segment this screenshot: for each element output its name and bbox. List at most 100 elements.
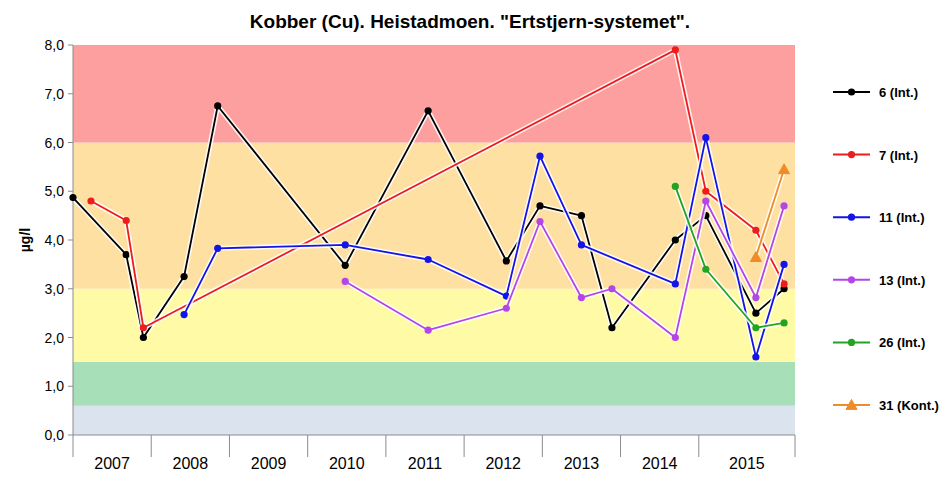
band xyxy=(73,289,795,362)
x-tick-label: 2014 xyxy=(642,455,678,472)
point xyxy=(752,324,759,331)
point xyxy=(672,280,679,287)
y-tick-label: 6,0 xyxy=(45,135,65,151)
point xyxy=(672,334,679,341)
legend-label: 26 (Int.) xyxy=(879,335,925,350)
band xyxy=(73,362,795,406)
y-tick-label: 1,0 xyxy=(45,378,65,394)
point xyxy=(123,217,130,224)
y-tick-label: 3,0 xyxy=(45,281,65,297)
series-line xyxy=(756,169,784,257)
point xyxy=(214,102,221,109)
point xyxy=(123,251,130,258)
point xyxy=(702,188,709,195)
legend-marker xyxy=(848,88,855,95)
y-tick xyxy=(68,337,73,338)
x-axis xyxy=(73,435,795,436)
point xyxy=(140,324,147,331)
legend-marker xyxy=(848,151,855,158)
legend-label: 13 (Int.) xyxy=(879,273,925,288)
point xyxy=(503,257,510,264)
x-tick xyxy=(464,435,465,457)
point xyxy=(578,212,585,219)
point xyxy=(752,294,759,301)
x-tick-label: 2012 xyxy=(485,455,521,472)
series-line xyxy=(675,186,784,327)
x-tick-label: 2011 xyxy=(408,455,443,472)
line-halo xyxy=(345,201,784,338)
y-tick xyxy=(68,191,73,192)
line-halo xyxy=(91,50,784,328)
x-tick-label: 2007 xyxy=(94,455,130,472)
y-tick-label: 7,0 xyxy=(45,86,65,102)
y-tick-label: 0,0 xyxy=(45,427,65,443)
point xyxy=(503,305,510,312)
y-tick xyxy=(68,386,73,387)
line-halo xyxy=(756,169,784,257)
point xyxy=(214,245,221,252)
y-tick-label: 8,0 xyxy=(45,37,65,53)
x-tick-label: 2010 xyxy=(329,455,365,472)
point xyxy=(608,285,615,292)
line-halo xyxy=(73,106,784,338)
band xyxy=(73,406,795,435)
line-halo xyxy=(184,138,784,357)
y-tick xyxy=(68,142,73,143)
point xyxy=(702,266,709,273)
x-tick xyxy=(620,435,621,457)
y-tick-label: 5,0 xyxy=(45,183,65,199)
point xyxy=(578,241,585,248)
point xyxy=(342,278,349,285)
point xyxy=(780,202,787,209)
x-tick-label: 2008 xyxy=(173,455,209,472)
point xyxy=(752,353,759,360)
y-tick xyxy=(68,435,73,436)
legend-label: 11 (Int.) xyxy=(879,210,925,225)
point xyxy=(180,311,187,318)
legend-label: 6 (Int.) xyxy=(879,85,918,100)
point xyxy=(87,197,94,204)
series-line xyxy=(345,201,784,338)
point xyxy=(672,183,679,190)
legend-label: 7 (Int.) xyxy=(879,148,918,163)
point xyxy=(780,319,787,326)
legend-label: 31 (Kont.) xyxy=(879,398,939,413)
y-axis-label: µg/l xyxy=(17,228,33,252)
point xyxy=(702,134,709,141)
point xyxy=(608,324,615,331)
point xyxy=(779,164,790,174)
point xyxy=(425,107,432,114)
background xyxy=(0,0,950,478)
y-tick xyxy=(68,93,73,94)
point xyxy=(536,153,543,160)
x-tick xyxy=(385,435,386,457)
y-tick xyxy=(68,45,73,46)
point xyxy=(342,241,349,248)
x-tick xyxy=(307,435,308,457)
x-axis-end xyxy=(795,435,796,457)
y-tick-label: 2,0 xyxy=(45,330,65,346)
point xyxy=(425,327,432,334)
y-tick-label: 4,0 xyxy=(45,232,65,248)
point xyxy=(750,252,761,262)
y-tick xyxy=(68,288,73,289)
point xyxy=(140,334,147,341)
point xyxy=(180,273,187,280)
point xyxy=(672,236,679,243)
point xyxy=(702,197,709,204)
chart: Kobber (Cu). Heistadmoen. "Ertstjern-sys… xyxy=(0,0,950,478)
point xyxy=(752,310,759,317)
x-tick xyxy=(151,435,152,457)
point xyxy=(578,294,585,301)
line-halo xyxy=(675,186,784,327)
plot-area xyxy=(69,46,789,360)
point xyxy=(780,261,787,268)
legend-marker xyxy=(846,400,857,410)
x-tick-label: 2015 xyxy=(729,455,765,472)
point xyxy=(536,218,543,225)
x-tick xyxy=(698,435,699,457)
point xyxy=(780,280,787,287)
x-tick-label: 2013 xyxy=(564,455,600,472)
legend-marker xyxy=(848,214,855,221)
legend-marker xyxy=(848,276,855,283)
